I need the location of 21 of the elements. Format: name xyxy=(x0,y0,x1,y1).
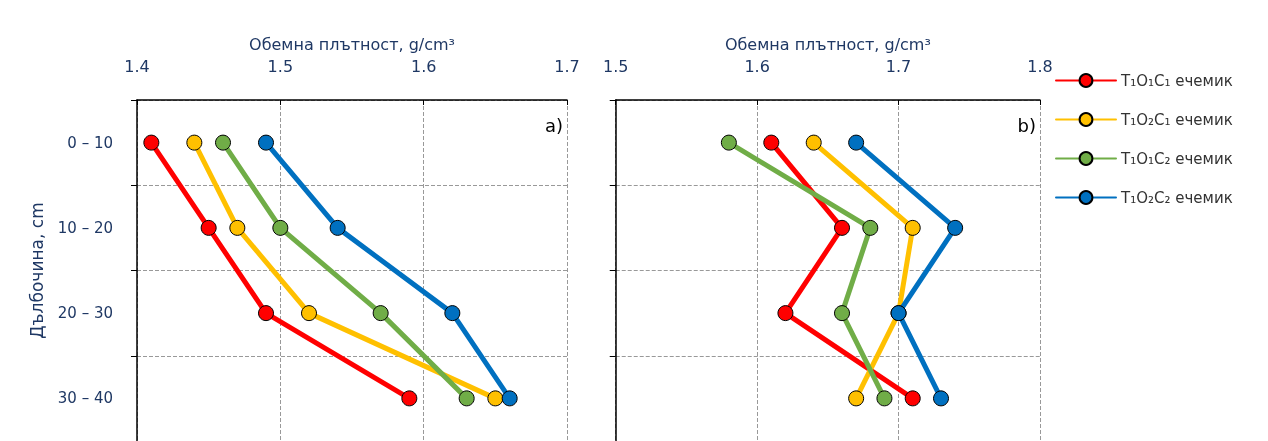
x-tick-label: 1.6 xyxy=(410,56,437,76)
legend-label: T₁O₁C₁ ечемик xyxy=(1120,71,1233,90)
y-axis-title: Дълбочина, cm xyxy=(26,202,47,339)
y-tick-label: 10 – 20 xyxy=(57,218,113,237)
annotation: b) xyxy=(1017,114,1036,136)
x-tick-label: 1.4 xyxy=(124,56,150,76)
legend-label: T₁O₂C₁ ечемик xyxy=(1120,110,1233,129)
x-tick-label: 1.7 xyxy=(554,56,580,76)
x-tick-label: 1.6 xyxy=(744,56,770,76)
y-tick-label: 30 – 40 xyxy=(57,389,113,408)
legend-label: T₁O₁C₂ ечемик xyxy=(1120,149,1233,168)
x-tick-label: 1.5 xyxy=(267,56,294,76)
x-axis-title: Обемна плътност, g/cm³ xyxy=(249,34,455,54)
legend-label: T₁O₂C₂ ечемик xyxy=(1120,188,1233,207)
x-tick-label: 1.7 xyxy=(885,56,912,76)
annotation: a) xyxy=(544,114,564,136)
x-axis-title: Обемна плътност, g/cm³ xyxy=(724,34,931,54)
x-tick-label: 1.8 xyxy=(1027,56,1053,76)
y-tick-label: 0 – 10 xyxy=(67,133,113,152)
y-tick-label: 20 – 30 xyxy=(57,304,113,323)
x-tick-label: 1.5 xyxy=(603,56,629,76)
